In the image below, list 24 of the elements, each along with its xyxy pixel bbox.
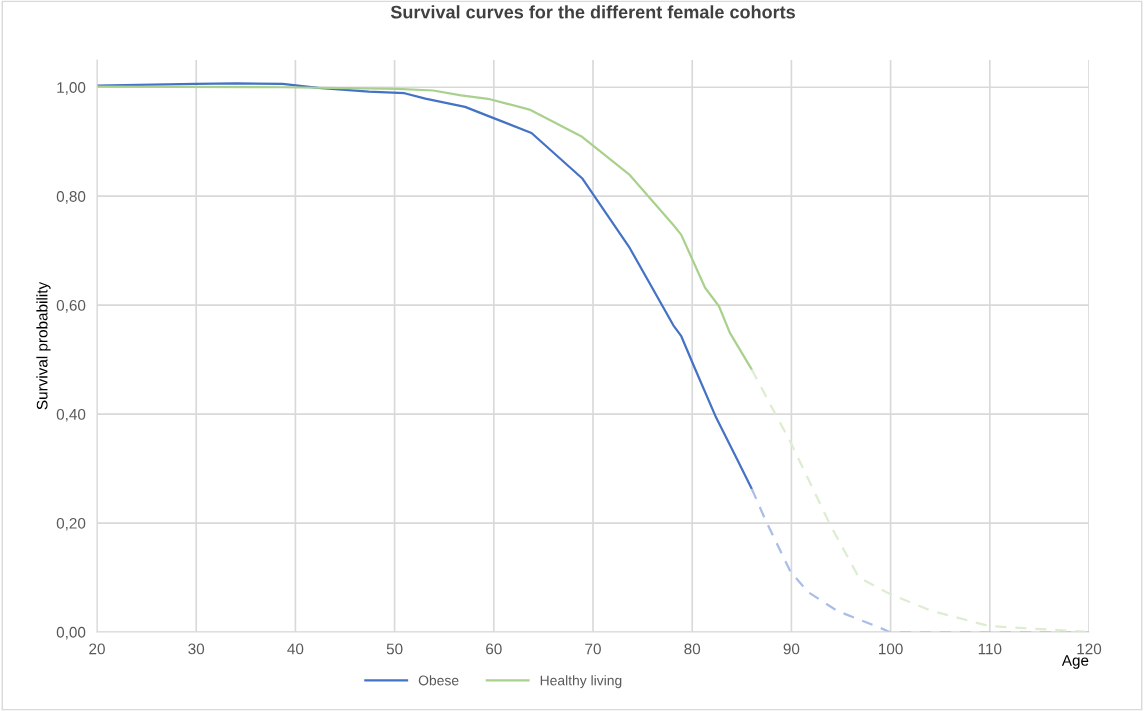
line-series [97, 82, 753, 490]
legend-label: Healthy living [540, 675, 622, 689]
x-tick-label: 80 [684, 643, 701, 655]
x-tick-label: 40 [287, 643, 304, 655]
y-tick-label: 0,20 [56, 517, 86, 531]
x-tick-label: 50 [386, 643, 403, 655]
x-axis-title: Age [1061, 655, 1089, 669]
x-tick-label: 120 [1077, 643, 1102, 655]
x-tick-label: 90 [783, 643, 800, 655]
y-axis-title: Survival probability [36, 281, 51, 410]
y-tick-label: 0,60 [56, 300, 86, 313]
x-tick-label: 70 [585, 643, 601, 655]
y-tick-label: 0,80 [56, 191, 86, 204]
x-tick-label: 20 [89, 643, 105, 655]
x-tick-label: 110 [978, 643, 1002, 655]
x-tick-label: 60 [486, 643, 502, 655]
y-tick-label: 0,00 [56, 626, 86, 640]
x-tick-label: 100 [879, 643, 903, 655]
y-tick-label: 1,00 [57, 82, 86, 95]
chart-title: Survival curves for the different female cohorts [390, 5, 795, 19]
x-tick-label: 30 [188, 643, 205, 655]
legend-label: Obese [418, 675, 459, 686]
y-tick-label: 0,40 [56, 408, 86, 422]
line-series [97, 85, 753, 371]
